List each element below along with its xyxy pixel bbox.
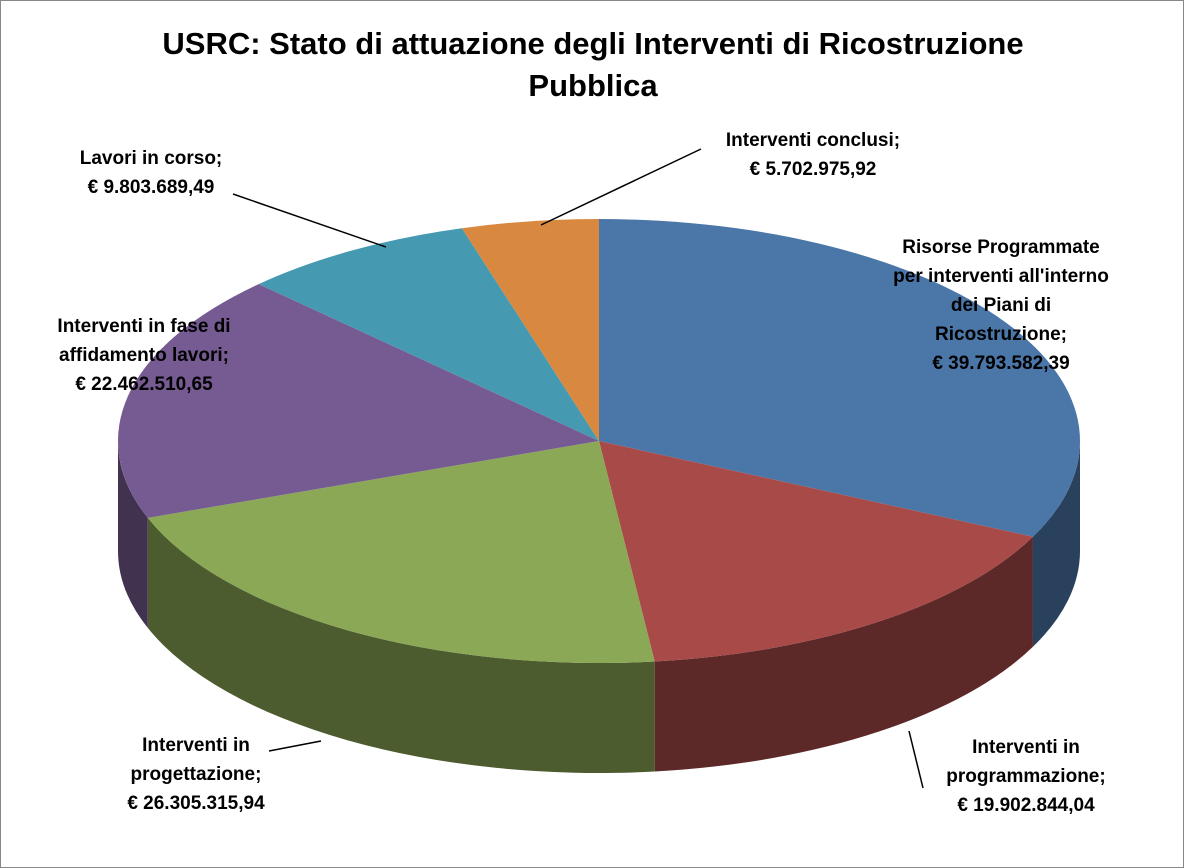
data-label: Interventi in programmazione; € 19.902.84… — [926, 733, 1126, 820]
value-label: € 19.902.844,04 — [957, 795, 1095, 816]
slice — [117, 284, 599, 518]
data-label: Interventi in fase di affidamento lavori… — [34, 312, 254, 399]
category-label: Lavori in corso; — [79, 148, 223, 169]
value-label: € 9.803.689,49 — [87, 177, 215, 198]
data-label: Interventi in progettazione; € 26.305.315… — [86, 731, 306, 818]
slice-side — [147, 517, 655, 773]
category-label: Risorse Programmate per interventi all'i… — [893, 237, 1109, 345]
data-label: Risorse Programmate per interventi all'i… — [886, 233, 1116, 378]
value-label: € 22.462.510,65 — [75, 374, 213, 395]
leader-line — [908, 730, 924, 789]
category-label: Interventi in fase di affidamento lavori… — [57, 316, 231, 366]
data-label: Interventi conclusi; € 5.702.975,92 — [703, 126, 923, 184]
leader-line — [268, 740, 322, 752]
slice — [147, 441, 655, 664]
slice — [258, 228, 599, 441]
value-label: € 5.702.975,92 — [749, 159, 877, 180]
slice — [599, 441, 1033, 662]
slice-side — [1032, 441, 1080, 647]
category-label: Interventi conclusi; — [725, 130, 901, 151]
category-label: Interventi in progettazione; — [130, 735, 262, 785]
data-label: Lavori in corso; € 9.803.689,49 — [41, 144, 261, 202]
category-label: Interventi in programmazione; — [946, 737, 1106, 787]
slice-side — [118, 441, 148, 628]
slice-side — [654, 536, 1033, 772]
chart-title: USRC: Stato di attuazione degli Interven… — [162, 26, 1024, 103]
leader-line — [540, 148, 702, 226]
slice — [599, 219, 1081, 537]
leader-line — [232, 193, 387, 248]
slice — [461, 219, 599, 441]
value-label: € 26.305.315,94 — [127, 793, 265, 814]
value-label: € 39.793.582,39 — [932, 353, 1070, 374]
